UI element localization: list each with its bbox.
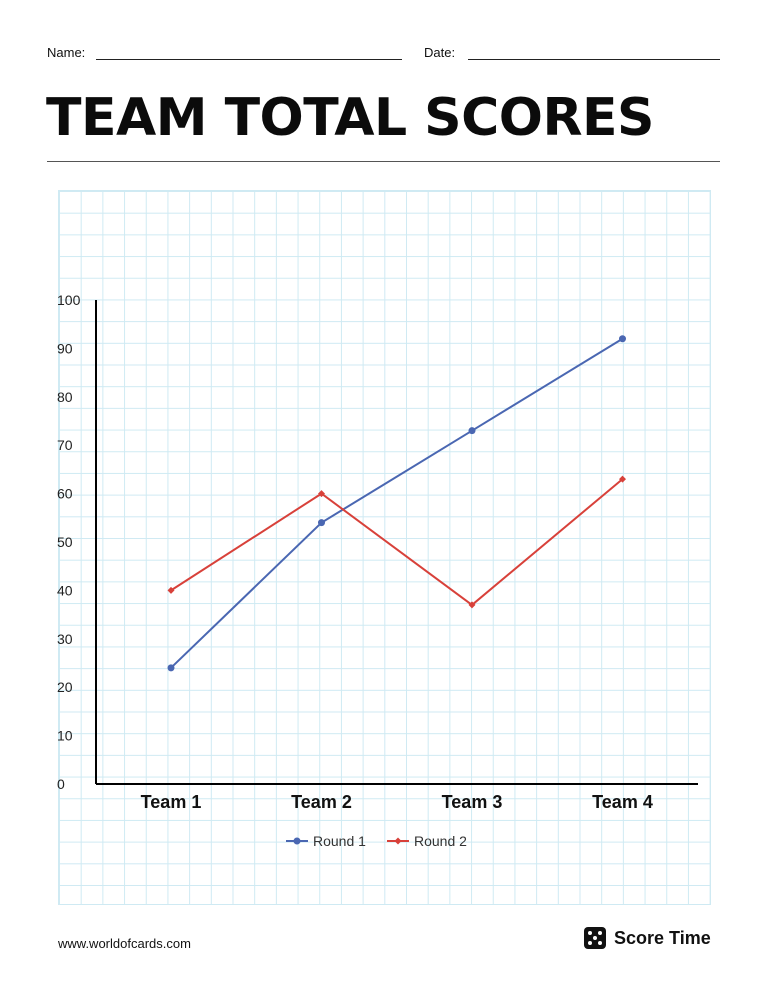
y-tick-label: 0 [57, 776, 65, 792]
graph-paper-background [58, 190, 711, 905]
y-tick-label: 90 [57, 340, 73, 356]
data-point [468, 601, 476, 609]
brand-name: Score Time [614, 928, 711, 948]
y-tick-label: 80 [57, 389, 73, 405]
y-tick-label: 50 [57, 534, 73, 550]
legend-marker [293, 837, 301, 845]
y-tick-label: 70 [57, 437, 73, 453]
series-line [170, 478, 624, 607]
x-tick-label: Team 3 [442, 792, 503, 812]
date-field[interactable] [468, 59, 720, 60]
data-point [468, 427, 476, 435]
page-title: TEAM TOTAL SCORES [46, 88, 655, 148]
data-point [167, 664, 175, 672]
data-point [318, 519, 325, 527]
data-point [619, 475, 626, 483]
y-tick-label: 60 [57, 486, 73, 502]
y-tick-label: 20 [57, 679, 73, 695]
date-label: Date: [424, 45, 456, 60]
data-point [167, 586, 175, 594]
data-point [318, 490, 325, 498]
legend-marker [394, 837, 402, 845]
title-divider [47, 161, 720, 162]
x-tick-label: Team 2 [291, 792, 352, 812]
dice-icon [584, 927, 606, 949]
y-tick-label: 40 [57, 582, 73, 598]
y-tick-label: 30 [57, 631, 73, 647]
legend-label: Round 2 [414, 833, 467, 849]
series-line [170, 337, 624, 669]
data-point [619, 335, 626, 343]
x-tick-label: Team 1 [141, 792, 202, 812]
y-tick-label: 100 [57, 292, 81, 308]
legend-item: Round 1 [286, 833, 366, 849]
x-tick-label: Team 4 [592, 792, 653, 812]
legend-item: Round 2 [387, 833, 467, 849]
legend-label: Round 1 [313, 833, 366, 849]
footer-url[interactable]: www.worldofcards.com [58, 936, 191, 951]
name-label: Name: [47, 45, 86, 60]
y-tick-label: 10 [57, 728, 73, 744]
name-field[interactable] [96, 59, 402, 60]
